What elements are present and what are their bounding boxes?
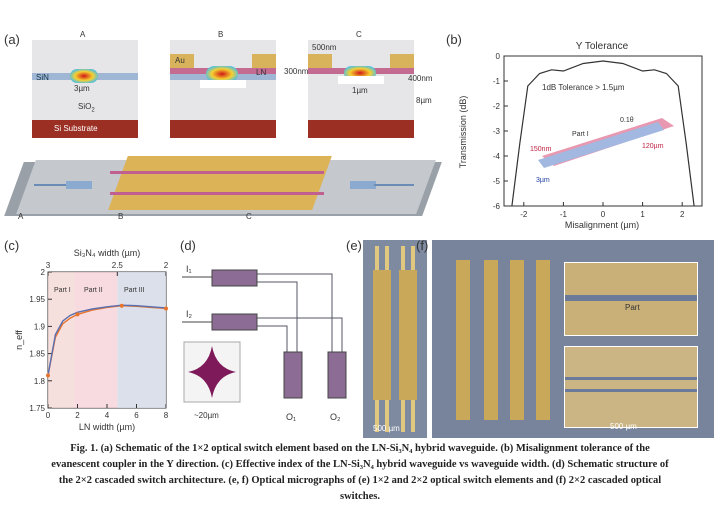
label-sin: SiN xyxy=(36,73,49,82)
x-tick-label: -2 xyxy=(520,210,528,219)
svg-text:120µm: 120µm xyxy=(642,143,664,150)
cross-section-c: C 500nm 300nm 400nm 1µm 8µm xyxy=(284,30,432,138)
label-t-sin: 400nm xyxy=(408,74,433,83)
y-tick-label: -3 xyxy=(493,127,501,136)
panel-c-label: (c) xyxy=(4,238,20,253)
y-tick-label: 0 xyxy=(496,52,501,61)
mark-a: A xyxy=(18,212,24,221)
y-tick-label: 1.9 xyxy=(34,322,46,331)
x-tick-label: 2 xyxy=(75,411,80,420)
top-tick-label: 3 xyxy=(46,261,51,270)
mark-c: C xyxy=(246,212,252,221)
input-i1: I₁ xyxy=(186,264,192,274)
micrograph-e: 500 µm xyxy=(363,240,427,438)
scale-bar-e: 500 µm xyxy=(373,424,400,433)
neff-chart: Part I Part II Part III 0 2 4 6 8 1.75 1.8 1.85… xyxy=(14,248,169,432)
y-tick-label: -1 xyxy=(493,77,501,86)
region-label-2: Part II xyxy=(84,287,103,294)
y-tick-label: -6 xyxy=(493,202,501,211)
neff-point xyxy=(46,373,50,378)
panel-d-label: (d) xyxy=(180,238,196,253)
figure-caption: Fig. 1. (a) Schematic of the 1×2 optical… xyxy=(51,443,669,502)
label-sio2: SiO2 xyxy=(78,102,95,114)
label-ln: LN xyxy=(256,68,267,77)
tolerance-ylabel: Transmission (dB) xyxy=(458,96,468,169)
label-w-sin: 3µm xyxy=(74,84,90,93)
neff-ylabel: n_eff xyxy=(14,330,24,350)
cross-scale-label: ~20µm xyxy=(194,411,219,420)
mark-b: B xyxy=(118,212,124,221)
svg-text:0.1θ: 0.1θ xyxy=(620,117,634,124)
device-layout-schematic: A B C xyxy=(4,154,442,224)
y-tick-label: 2 xyxy=(41,268,46,277)
neff-point xyxy=(119,303,124,308)
cross-section-a: A SiN 3µm SiO2 Si Substrate xyxy=(32,30,138,138)
tolerance-inset: Part I 0.1θ 150nm 120µm 3µm xyxy=(530,117,674,184)
svg-text:Part I: Part I xyxy=(572,131,589,138)
micrograph-f: Part 500 µm xyxy=(432,240,714,438)
cross-section-b-title: B xyxy=(218,30,224,39)
cross-section-b: B Au LN xyxy=(170,30,276,138)
x-tick-label: 6 xyxy=(134,411,139,420)
y-tick-label: 1.75 xyxy=(29,404,45,413)
panel-b-label: (b) xyxy=(446,32,462,47)
neff-series-line xyxy=(47,304,167,376)
neff-point xyxy=(164,306,168,311)
tolerance-xlabel: Misalignment (µm) xyxy=(565,220,639,230)
x-tick-label: 1 xyxy=(640,210,645,219)
label-t-ln: 300nm xyxy=(284,67,309,76)
label-si-substrate: Si Substrate xyxy=(54,124,98,133)
x-tick-label: -1 xyxy=(560,210,568,219)
x-tick-label: 8 xyxy=(164,411,169,420)
tolerance-annotation: 1dB Tolerance > 1.5µm xyxy=(542,83,625,92)
input-i2: I₂ xyxy=(186,309,193,319)
cross-section-c-title: C xyxy=(356,30,362,39)
output-o2: O₂ xyxy=(330,412,341,422)
y-tick-label: 1.8 xyxy=(34,377,46,386)
y-tick-label: 1.95 xyxy=(29,295,45,304)
tolerance-curve xyxy=(511,60,695,207)
y-tick-label: -2 xyxy=(493,102,501,111)
scale-bar-f: 500 µm xyxy=(610,422,637,431)
x-tick-label: 4 xyxy=(105,411,110,420)
top-tick-label: 2.5 xyxy=(112,261,124,270)
svg-text:3µm: 3µm xyxy=(536,177,550,184)
y-tick-label: -4 xyxy=(493,152,501,161)
label-w-ln: 1µm xyxy=(352,86,368,95)
micrograph-f-inset-top: Part xyxy=(564,262,698,336)
svg-text:150nm: 150nm xyxy=(530,146,552,153)
label-au: Au xyxy=(175,56,185,65)
panel-f-label: (f) xyxy=(416,238,429,253)
label-t-au: 500nm xyxy=(312,43,337,52)
x-tick-label: 0 xyxy=(46,411,51,420)
output-o1: O₁ xyxy=(286,412,296,422)
label-d-box: 8µm xyxy=(416,96,432,105)
neff-point xyxy=(75,312,80,317)
x-tick-label: 0 xyxy=(601,210,606,219)
x-tick-label: 2 xyxy=(680,210,685,219)
tolerance-chart-title: Y Tolerance xyxy=(576,41,629,52)
switch-architecture-schematic: I₁ I₂ O₁ O₂ ~20µm xyxy=(182,264,347,422)
tolerance-chart: Y Tolerance -2 -1 0 1 2 0 -1 -2 -3 -4 -5 -6 1dB Tol… xyxy=(458,41,703,230)
cross-section-a-title: A xyxy=(80,30,86,39)
region-label-3: Part III xyxy=(124,287,145,294)
neff-top-axis-label: Si₃N₄ width (µm) xyxy=(74,248,141,258)
panel-a-label: (a) xyxy=(4,32,20,47)
top-tick-label: 2 xyxy=(164,261,169,270)
neff-xlabel: LN width (µm) xyxy=(79,422,135,432)
micrograph-f-inset-bottom xyxy=(564,346,698,428)
panel-e-label: (e) xyxy=(346,238,362,253)
y-tick-label: 1.85 xyxy=(29,350,45,359)
region-label-1: Part I xyxy=(54,287,71,294)
y-tick-label: -5 xyxy=(493,177,501,186)
